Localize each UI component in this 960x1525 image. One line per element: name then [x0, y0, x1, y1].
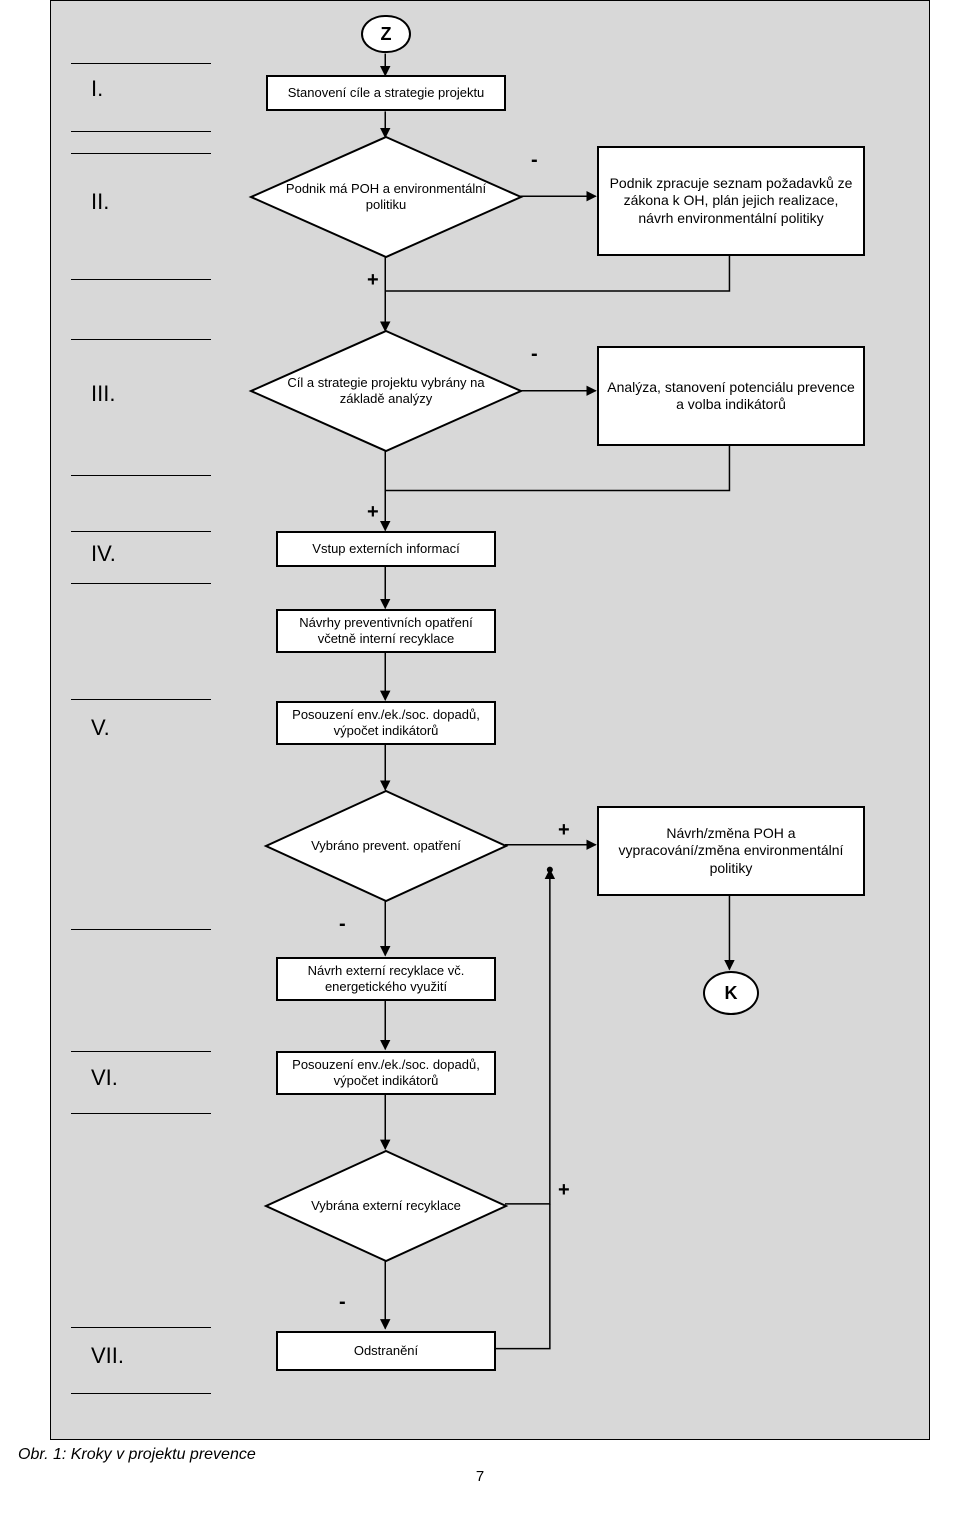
roman-vi: VI. [91, 1065, 118, 1091]
lane-v-top [71, 699, 211, 700]
lane-vi-top [71, 1051, 211, 1052]
minus-d2: - [531, 343, 538, 366]
plus-d4: + [558, 1179, 570, 1202]
plus-d3: + [558, 819, 570, 842]
box-assessment-2: Posouzení env./ek./soc. dopadů, výpočet … [276, 1051, 496, 1095]
minus-d1: - [531, 149, 538, 172]
box-proposals: Návrhy preventivních opatření včetně int… [276, 609, 496, 653]
diamond-external-chosen: Vybrána externí recyklace [266, 1151, 506, 1261]
lane-i-bot [71, 131, 211, 132]
plus-d2: + [367, 501, 379, 524]
start-terminator: Z [361, 15, 411, 53]
roman-iv: IV. [91, 541, 116, 567]
roman-iii: III. [91, 381, 115, 407]
lane-iv-bot [71, 583, 211, 584]
lane-iii-bot [71, 475, 211, 476]
roman-ii: II. [91, 189, 109, 215]
flowchart-panel: I. II. III. IV. V. VI. VII. Z Stanovení … [50, 0, 930, 1440]
page-number: 7 [0, 1468, 960, 1485]
roman-vii: VII. [91, 1343, 124, 1369]
lane-iv-top [71, 531, 211, 532]
end-terminator: K [703, 971, 759, 1015]
box-disposal: Odstranění [276, 1331, 496, 1371]
diamond-prevent-chosen-label: Vybráno prevent. opatření [266, 838, 506, 854]
minus-d4: - [339, 1291, 346, 1314]
diamond-external-chosen-label: Vybrána externí recyklace [266, 1198, 506, 1214]
diamond-strategy-selected: Cíl a strategie projektu vybrány na zákl… [251, 331, 521, 451]
lane-vi-bot [71, 1113, 211, 1114]
box-policy-change: Návrh/změna POH a vypracování/změna envi… [597, 806, 865, 896]
lane-v-bot [71, 929, 211, 930]
minus-d3: - [339, 913, 346, 936]
diamond-has-poh: Podnik má POH a environmentální politiku [251, 137, 521, 257]
diamond-strategy-selected-label: Cíl a strategie projektu vybrány na zákl… [251, 375, 521, 408]
plus-d1: + [367, 269, 379, 292]
box-requirements: Podnik zpracuje seznam požadavků ze záko… [597, 146, 865, 256]
box-external-recycling: Návrh externí recyklace vč. energetickéh… [276, 957, 496, 1001]
lane-i-top [71, 63, 211, 64]
box-assessment-1: Posouzení env./ek./soc. dopadů, výpočet … [276, 701, 496, 745]
lane-ii-top [71, 153, 211, 154]
roman-v: V. [91, 715, 110, 741]
page: I. II. III. IV. V. VI. VII. Z Stanovení … [0, 0, 960, 1525]
lane-iii-top [71, 339, 211, 340]
diamond-has-poh-label: Podnik má POH a environmentální politiku [251, 181, 521, 214]
box-analysis: Analýza, stanovení potenciálu prevence a… [597, 346, 865, 446]
box-goal-strategy: Stanovení cíle a strategie projektu [266, 75, 506, 111]
figure-caption: Obr. 1: Kroky v projektu prevence [18, 1446, 960, 1464]
roman-i: I. [91, 76, 103, 102]
lane-ii-bot [71, 279, 211, 280]
box-external-info: Vstup externích informací [276, 531, 496, 567]
diamond-prevent-chosen: Vybráno prevent. opatření [266, 791, 506, 901]
lane-vii-top [71, 1327, 211, 1328]
lane-vii-bot [71, 1393, 211, 1394]
